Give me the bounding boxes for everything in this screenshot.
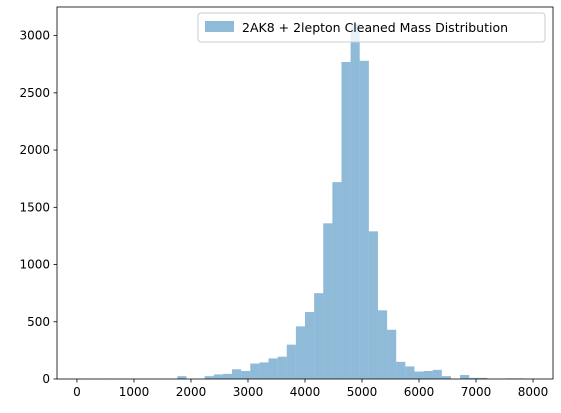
histogram-bars <box>76 24 524 380</box>
histogram-bar <box>286 344 296 379</box>
histogram-bar <box>432 369 442 379</box>
y-tick-label: 3000 <box>19 29 50 43</box>
histogram-bar <box>305 312 315 379</box>
histogram-bar <box>241 370 251 379</box>
x-tick-label: 4000 <box>290 385 321 399</box>
histogram-bar <box>460 374 470 379</box>
x-tick-label: 5000 <box>347 385 378 399</box>
histogram-bar <box>268 358 278 379</box>
histogram-bar <box>332 182 342 379</box>
legend-label: 2AK8 + 2lepton Cleaned Mass Distribution <box>242 20 508 35</box>
y-tick-label: 1500 <box>19 200 50 214</box>
y-tick-label: 500 <box>27 315 50 329</box>
histogram-bar <box>323 223 333 379</box>
x-tick-label: 8000 <box>518 385 549 399</box>
histogram-bar <box>414 371 424 379</box>
histogram-bar <box>350 24 360 380</box>
histogram-bar <box>213 374 223 379</box>
histogram-bar <box>359 60 369 379</box>
x-tick-label: 3000 <box>233 385 264 399</box>
histogram-bar <box>423 370 433 379</box>
histogram-bar <box>222 373 233 379</box>
x-tick-label: 7000 <box>461 385 492 399</box>
histogram-bar <box>204 376 214 379</box>
y-tick-label: 0 <box>42 372 50 386</box>
legend: 2AK8 + 2lepton Cleaned Mass Distribution <box>197 12 546 43</box>
y-axis: 0 500 1000 1500 2000 2500 3000 <box>19 29 57 386</box>
histogram-bar <box>295 326 305 379</box>
legend-box <box>197 12 546 43</box>
histogram-bar <box>341 61 351 380</box>
histogram-bar <box>368 231 378 379</box>
histogram-bar <box>250 363 260 379</box>
histogram-bar <box>387 329 397 379</box>
histogram-bar <box>478 377 488 379</box>
y-tick-label: 2500 <box>19 86 50 100</box>
histogram-bar <box>259 362 269 379</box>
x-tick-label: 0 <box>73 385 81 399</box>
histogram-bar <box>469 377 479 379</box>
histogram-bar <box>377 310 388 379</box>
histogram-bar <box>277 356 287 379</box>
histogram-bar <box>441 376 451 379</box>
histogram-bar <box>232 369 242 379</box>
x-tick-label: 2000 <box>176 385 207 399</box>
histogram-bar <box>396 361 406 379</box>
y-tick-label: 2000 <box>19 143 50 157</box>
histogram-bar <box>314 293 324 379</box>
legend-swatch <box>205 21 234 32</box>
x-tick-label: 1000 <box>119 385 150 399</box>
histogram-bar <box>405 366 415 379</box>
y-tick-label: 1000 <box>19 258 50 272</box>
histogram-bar <box>177 376 187 379</box>
x-axis: 0 1000 2000 3000 4000 5000 6000 7000 8000 <box>73 379 548 399</box>
x-tick-label: 6000 <box>404 385 435 399</box>
